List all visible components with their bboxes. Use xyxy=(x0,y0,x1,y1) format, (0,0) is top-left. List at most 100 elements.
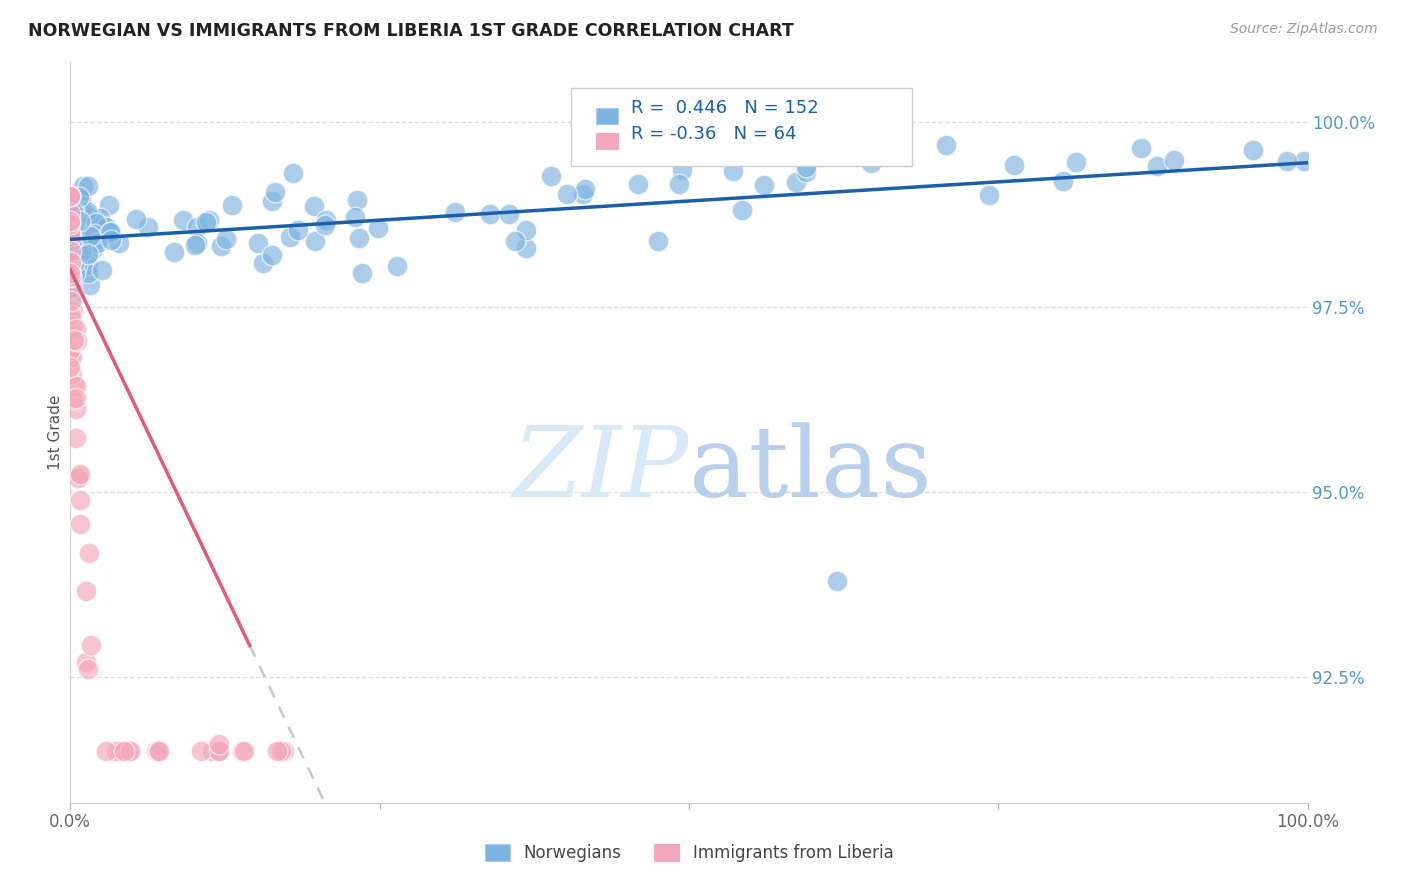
Point xyxy=(86,236,108,251)
Point xyxy=(59,244,82,258)
Point xyxy=(59,228,82,243)
Point xyxy=(62,228,84,243)
Point xyxy=(62,333,84,347)
Point xyxy=(75,226,97,240)
Point xyxy=(125,212,148,227)
Point xyxy=(60,228,83,243)
Point xyxy=(352,267,374,281)
Point xyxy=(59,347,82,361)
Point xyxy=(59,264,82,278)
Point xyxy=(77,179,100,194)
Point xyxy=(208,744,231,758)
Point xyxy=(100,234,122,248)
Point xyxy=(104,744,127,758)
Point xyxy=(796,161,818,175)
Point xyxy=(60,350,83,364)
Point xyxy=(138,219,160,234)
Point xyxy=(721,164,744,178)
Point xyxy=(72,179,94,194)
Point xyxy=(60,213,83,227)
Point xyxy=(232,744,254,758)
Point xyxy=(1129,141,1152,155)
Point xyxy=(287,222,309,236)
Point xyxy=(75,584,97,599)
Point xyxy=(59,231,82,245)
Point xyxy=(67,192,90,206)
Point xyxy=(77,546,100,560)
Point xyxy=(59,248,82,262)
Point xyxy=(65,379,87,393)
Point xyxy=(555,186,578,201)
Point xyxy=(60,308,83,322)
Point xyxy=(385,259,408,273)
Point xyxy=(278,230,301,244)
Point xyxy=(215,232,238,246)
Point xyxy=(794,164,817,178)
Point xyxy=(367,220,389,235)
Point xyxy=(60,293,83,307)
Point xyxy=(84,216,107,230)
Point xyxy=(62,205,84,219)
Point xyxy=(59,207,82,221)
Point xyxy=(59,312,82,326)
Point xyxy=(65,401,87,416)
Point xyxy=(59,224,82,238)
Point xyxy=(63,231,86,245)
Point xyxy=(69,516,91,531)
Point xyxy=(62,219,84,234)
Point xyxy=(479,207,502,221)
Point xyxy=(69,493,91,508)
FancyBboxPatch shape xyxy=(596,133,619,149)
Point xyxy=(75,656,97,670)
Point xyxy=(184,238,207,252)
Point xyxy=(73,227,96,242)
Point xyxy=(572,187,595,202)
Point xyxy=(201,744,224,758)
Point xyxy=(65,392,87,406)
Point xyxy=(62,257,84,271)
Point xyxy=(1292,154,1315,169)
Point xyxy=(72,211,94,225)
Point xyxy=(1052,174,1074,188)
Point xyxy=(77,246,100,260)
Point xyxy=(97,198,120,212)
Point xyxy=(60,255,83,269)
Point xyxy=(59,194,82,209)
Point xyxy=(76,266,98,280)
Point xyxy=(145,744,167,758)
Point xyxy=(263,185,285,199)
Point xyxy=(935,138,957,153)
Point xyxy=(443,205,465,219)
Point xyxy=(65,322,87,336)
Point xyxy=(709,139,731,153)
Point xyxy=(59,226,82,240)
Point xyxy=(59,191,82,205)
Point xyxy=(67,471,90,485)
Point xyxy=(112,744,135,758)
Point xyxy=(108,235,131,250)
Point xyxy=(65,431,87,445)
Point xyxy=(647,234,669,248)
Point xyxy=(60,238,83,252)
Point xyxy=(59,330,82,344)
Point xyxy=(76,203,98,218)
Point xyxy=(59,269,82,284)
Text: NORWEGIAN VS IMMIGRANTS FROM LIBERIA 1ST GRADE CORRELATION CHART: NORWEGIAN VS IMMIGRANTS FROM LIBERIA 1ST… xyxy=(28,22,794,40)
Point xyxy=(70,193,93,207)
Point xyxy=(1275,153,1298,168)
Point xyxy=(72,214,94,228)
Point xyxy=(148,744,170,758)
Point xyxy=(94,744,117,758)
Point xyxy=(498,207,520,221)
Point xyxy=(59,244,82,258)
Point xyxy=(302,199,325,213)
Point xyxy=(63,226,86,240)
Point xyxy=(231,744,253,758)
Point xyxy=(198,212,221,227)
Point xyxy=(94,220,117,235)
Point xyxy=(59,268,82,282)
Point xyxy=(281,166,304,180)
Point xyxy=(246,236,269,251)
Point xyxy=(59,188,82,202)
Point xyxy=(60,368,83,382)
